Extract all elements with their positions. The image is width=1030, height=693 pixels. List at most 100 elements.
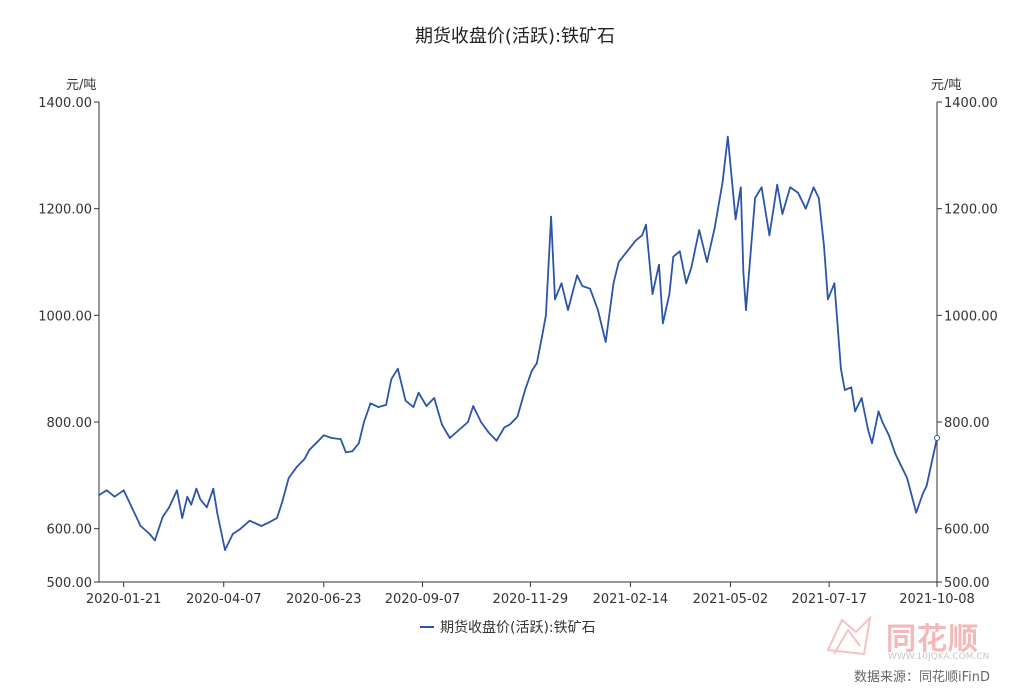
y-tick-label-right: 1400.00 — [944, 96, 998, 111]
data-point — [212, 487, 215, 490]
data-point — [377, 406, 380, 408]
data-point — [860, 397, 863, 399]
y-axis-unit-left: 元/吨 — [66, 78, 96, 93]
data-point — [122, 489, 125, 492]
data-point — [176, 489, 178, 492]
data-point — [181, 517, 183, 519]
data-point — [925, 485, 928, 487]
y-axis-unit-right: 元/吨 — [931, 78, 961, 93]
y-tick-label-left: 1200.00 — [38, 203, 92, 218]
data-point — [195, 487, 198, 490]
data-point — [597, 309, 599, 311]
watermark-url: WWW.10JQKA.COM.CN — [888, 652, 990, 662]
data-point — [662, 322, 664, 325]
data-point — [617, 261, 620, 263]
data-point — [645, 223, 647, 226]
data-point — [678, 250, 681, 253]
data-point — [560, 282, 563, 285]
watermark-brand: 同花顺 — [886, 622, 979, 657]
x-tick-label: 2020-09-07 — [385, 592, 461, 607]
data-point — [508, 423, 511, 426]
data-point — [524, 389, 526, 391]
data-point — [369, 402, 372, 405]
data-point — [276, 517, 278, 519]
data-point — [113, 495, 116, 498]
data-point — [536, 362, 538, 365]
data-point — [760, 186, 763, 189]
data-point — [685, 282, 688, 285]
data-point — [412, 406, 415, 408]
data-point — [268, 521, 270, 524]
x-tick-label: 2020-01-21 — [86, 592, 162, 607]
data-point — [186, 495, 189, 498]
data-point — [751, 229, 754, 231]
data-point — [308, 448, 311, 451]
data-point — [668, 293, 671, 295]
data-point — [480, 421, 482, 423]
data-point — [768, 234, 771, 237]
data-point — [330, 437, 333, 439]
data-point — [714, 226, 716, 229]
data-point — [641, 234, 643, 237]
data-point — [315, 442, 317, 445]
data-point — [287, 477, 290, 479]
data-point — [881, 421, 884, 423]
data-point — [827, 298, 829, 301]
data-point — [345, 451, 347, 454]
y-tick-label-right: 1200.00 — [944, 203, 998, 218]
data-point — [358, 442, 360, 445]
x-tick-label: 2020-11-29 — [493, 592, 569, 607]
data-source-label: 数据来源：同花顺iFinD — [854, 670, 991, 685]
y-tick-label-left: 800.00 — [47, 416, 93, 431]
data-point — [216, 511, 219, 514]
data-point — [433, 397, 436, 399]
x-tick-label: 2021-07-17 — [791, 592, 867, 607]
data-point — [425, 405, 428, 407]
series-line — [98, 135, 938, 551]
data-point — [877, 410, 880, 413]
x-tick-label: 2021-10-08 — [899, 592, 975, 607]
data-point — [206, 506, 208, 509]
y-tick-label-right: 1000.00 — [944, 309, 998, 324]
chart-axes — [98, 102, 938, 583]
data-point — [199, 498, 202, 501]
data-point — [239, 527, 242, 530]
y-tick-label-left: 500.00 — [47, 576, 93, 591]
data-point — [148, 533, 151, 535]
data-point — [812, 186, 815, 189]
data-point — [541, 335, 543, 338]
data-point — [612, 282, 615, 285]
data-point — [139, 525, 142, 527]
data-point — [734, 218, 737, 221]
data-point — [448, 437, 451, 439]
y-tick-label-right: 500.00 — [944, 576, 990, 591]
data-point — [840, 367, 842, 370]
data-point — [260, 525, 263, 527]
y-tick-label-left: 1400.00 — [38, 96, 92, 111]
chart-legend: 期货收盘价(活跃):铁矿石 — [420, 617, 596, 637]
data-point — [698, 229, 701, 231]
data-point — [303, 458, 306, 461]
data-point — [804, 207, 807, 210]
chart-plot-area — [98, 135, 940, 551]
data-point — [495, 439, 498, 442]
data-point — [906, 477, 908, 479]
data-point — [224, 549, 226, 551]
watermark: 同花顺 WWW.10JQKA.COM.CN 数据来源：同花顺iFinD — [818, 608, 1018, 688]
data-point — [690, 266, 693, 269]
data-point — [789, 186, 791, 189]
data-point — [742, 271, 745, 274]
data-point — [745, 309, 747, 311]
data-point — [154, 539, 156, 542]
data-point — [232, 533, 234, 535]
data-point — [781, 213, 784, 215]
legend-label: 期货收盘价(活跃):铁矿石 — [440, 620, 596, 636]
x-tick-label: 2021-05-02 — [693, 592, 769, 607]
data-point — [339, 438, 342, 440]
data-point — [98, 494, 100, 496]
y-tick-label-left: 1000.00 — [38, 309, 92, 324]
data-point — [776, 183, 778, 186]
data-point — [567, 309, 569, 311]
data-point — [417, 391, 420, 394]
data-point — [740, 186, 742, 189]
